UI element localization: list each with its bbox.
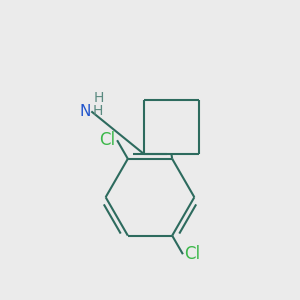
Text: Cl: Cl xyxy=(184,245,200,263)
Text: H: H xyxy=(93,104,103,118)
Text: Cl: Cl xyxy=(100,131,116,149)
Text: H: H xyxy=(93,91,104,105)
Text: N: N xyxy=(80,104,91,119)
